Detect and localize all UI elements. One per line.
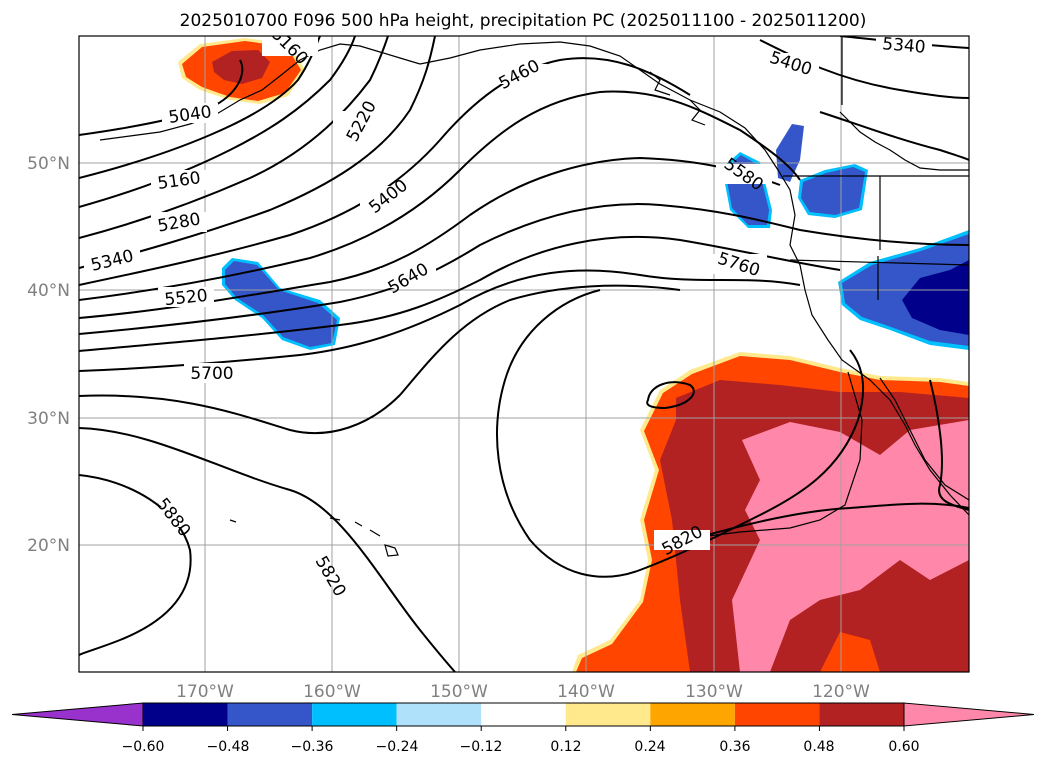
lon-label: 140°W [557, 682, 615, 702]
colorbar-segment [734, 703, 820, 726]
colorbar-extend-left [11, 702, 144, 727]
height-contours [79, 36, 969, 672]
colorbar-segment [565, 703, 651, 726]
colorbar-tick-label: −0.24 [376, 739, 419, 755]
colorbar-tick-label: 0.48 [803, 739, 834, 755]
colorbar-tick-label: 0.36 [719, 739, 750, 755]
lon-label: 130°W [685, 682, 743, 702]
colorbar-tick-label: −0.36 [291, 739, 334, 755]
map-frame [78, 35, 970, 673]
colorbar: −0.60 −0.48 −0.36 −0.24 −0.12 0.12 0.24 … [11, 702, 1035, 755]
colorbar-outline [142, 702, 905, 727]
contour-label: 5700 [190, 364, 233, 384]
colorbar-tick-label: −0.60 [122, 739, 165, 755]
colorbar-segment [312, 703, 397, 726]
lon-label: 160°W [303, 682, 361, 702]
colorbar-segment [227, 703, 313, 726]
colorbar-segment [650, 703, 735, 726]
latitude-labels: 50°N 40°N 30°N 20°N [27, 154, 70, 556]
lat-label: 40°N [27, 281, 70, 301]
contour-label: 5340 [881, 34, 926, 58]
colorbar-segment [143, 703, 228, 726]
map-title: 2025010700 F096 500 hPa height, precipit… [180, 11, 867, 31]
graticule [79, 36, 969, 672]
colorbar-extend-right [903, 702, 1035, 727]
longitude-labels: 170°W 160°W 150°W 140°W 130°W 120°W [176, 682, 870, 702]
colorbar-segment [396, 703, 482, 726]
colorbar-segment [819, 703, 904, 726]
colorbar-tick-label: 0.24 [634, 739, 665, 755]
colorbar-tick-label: 0.60 [888, 739, 919, 755]
contour-label: 5520 [164, 286, 209, 310]
lon-label: 120°W [812, 682, 870, 702]
coastlines [99, 36, 969, 557]
colorbar-segment [481, 703, 566, 726]
precip-positive-fill [178, 38, 969, 672]
lat-label: 20°N [27, 536, 70, 556]
colorbar-tick-label: −0.48 [207, 739, 250, 755]
lat-label: 50°N [27, 154, 70, 174]
colorbar-tick-label: 0.12 [550, 739, 581, 755]
map-panel: 5040 5160 5280 5340 5520 5700 5220 5400 … [79, 34, 969, 672]
lon-label: 170°W [176, 682, 234, 702]
lon-label: 150°W [430, 682, 488, 702]
colorbar-tick-label: −0.12 [460, 739, 503, 755]
lat-label: 30°N [27, 409, 70, 429]
